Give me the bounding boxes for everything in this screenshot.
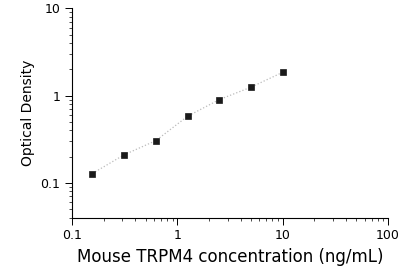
- Y-axis label: Optical Density: Optical Density: [21, 60, 35, 166]
- X-axis label: Mouse TRPM4 concentration (ng/mL): Mouse TRPM4 concentration (ng/mL): [77, 248, 383, 266]
